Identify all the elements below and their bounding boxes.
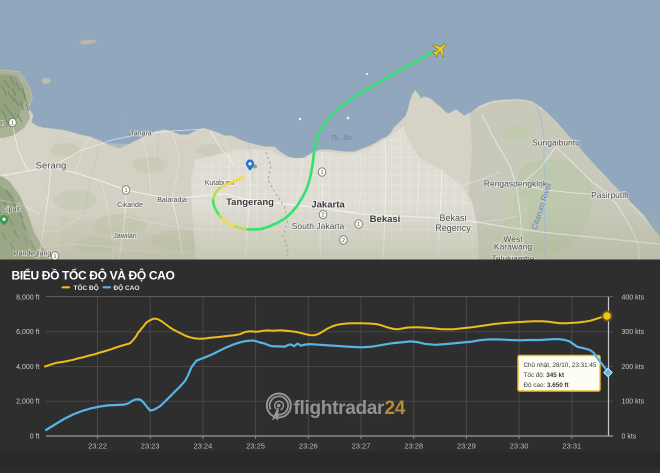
svg-text:BIỂU ĐỒ TỐC ĐỘ VÀ ĐỘ CAO: BIỂU ĐỒ TỐC ĐỘ VÀ ĐỘ CAO [12, 268, 175, 283]
svg-text:23:25: 23:25 [246, 442, 265, 451]
svg-text:4,000 ft: 4,000 ft [16, 364, 39, 371]
svg-text:Pandeglang: Pandeglang [14, 251, 51, 258]
svg-text:23:28: 23:28 [404, 442, 423, 451]
svg-text:Cikande: Cikande [117, 202, 143, 209]
svg-text:ĐỘ CAO: ĐỘ CAO [114, 283, 140, 292]
svg-text:23:27: 23:27 [352, 442, 371, 451]
svg-text:LIVE AIR TRAFFIC: LIVE AIR TRAFFIC [346, 419, 394, 424]
svg-text:0 ft: 0 ft [30, 433, 40, 440]
svg-text:100 kts: 100 kts [622, 399, 645, 406]
svg-text:Jakarta: Jakarta [311, 200, 345, 211]
svg-text:1: 1 [124, 188, 127, 194]
svg-text:2,000 ft: 2,000 ft [16, 399, 39, 406]
svg-text:Telukjambe: Telukjambe [492, 254, 535, 264]
svg-text:Bekasi: Bekasi [439, 213, 466, 223]
svg-text:300 kts: 300 kts [622, 329, 645, 336]
svg-text:1: 1 [53, 254, 56, 260]
svg-text:Karawang: Karawang [494, 242, 533, 252]
svg-text:1: 1 [11, 121, 14, 127]
svg-text:23:23: 23:23 [141, 442, 160, 451]
svg-text:flightradar: flightradar [294, 398, 386, 419]
svg-text:Tốc độ: 345 kt: Tốc độ: 345 kt [524, 370, 566, 379]
svg-text:Sungaibuntu: Sungaibuntu [532, 137, 580, 147]
svg-text:Bekasi: Bekasi [370, 214, 401, 225]
svg-text:1: 1 [357, 222, 360, 228]
svg-text:2: 2 [321, 213, 324, 219]
svg-text:23:31: 23:31 [562, 442, 581, 451]
svg-text:0 kts: 0 kts [622, 433, 637, 440]
svg-text:TỐC ĐỘ: TỐC ĐỘ [74, 282, 99, 292]
svg-text:Tanara: Tanara [130, 131, 152, 138]
svg-text:1: 1 [320, 170, 323, 176]
svg-text:Pasirputih: Pasirputih [591, 190, 629, 200]
svg-text:Balaradja: Balaradja [157, 197, 187, 204]
svg-text:200 kts: 200 kts [622, 364, 645, 371]
svg-text:23:24: 23:24 [194, 442, 213, 451]
svg-text:West: West [503, 234, 523, 244]
svg-text:23:26: 23:26 [299, 442, 318, 451]
svg-text:Regency: Regency [435, 223, 471, 233]
svg-text:Chủ nhật, 28/10, 23:31:45: Chủ nhật, 28/10, 23:31:45 [524, 361, 597, 369]
svg-text:24: 24 [385, 398, 406, 419]
svg-text:23:30: 23:30 [510, 442, 529, 451]
svg-text:8,000 ft: 8,000 ft [16, 294, 39, 301]
svg-text:23:29: 23:29 [457, 442, 476, 451]
svg-text:Kutabumi: Kutabumi [205, 180, 235, 187]
svg-text:Rengasdengklok: Rengasdengklok [484, 178, 548, 188]
svg-text:n: n [1, 120, 5, 127]
svg-text:400 kts: 400 kts [622, 294, 645, 301]
svg-text:Tk. Jkt: Tk. Jkt [331, 135, 352, 142]
svg-text:23:22: 23:22 [88, 442, 107, 451]
svg-text:6,000 ft: 6,000 ft [16, 329, 39, 336]
svg-text:Serang: Serang [36, 161, 67, 172]
svg-text:South Jakarta: South Jakarta [292, 221, 345, 231]
svg-text:2: 2 [342, 238, 345, 244]
svg-text:Độ cao: 3.650 ft: Độ cao: 3.650 ft [524, 382, 570, 389]
svg-text:Cipait: Cipait [2, 207, 20, 214]
svg-text:Tangerang: Tangerang [226, 197, 274, 208]
svg-text:Jawilan: Jawilan [113, 233, 136, 240]
